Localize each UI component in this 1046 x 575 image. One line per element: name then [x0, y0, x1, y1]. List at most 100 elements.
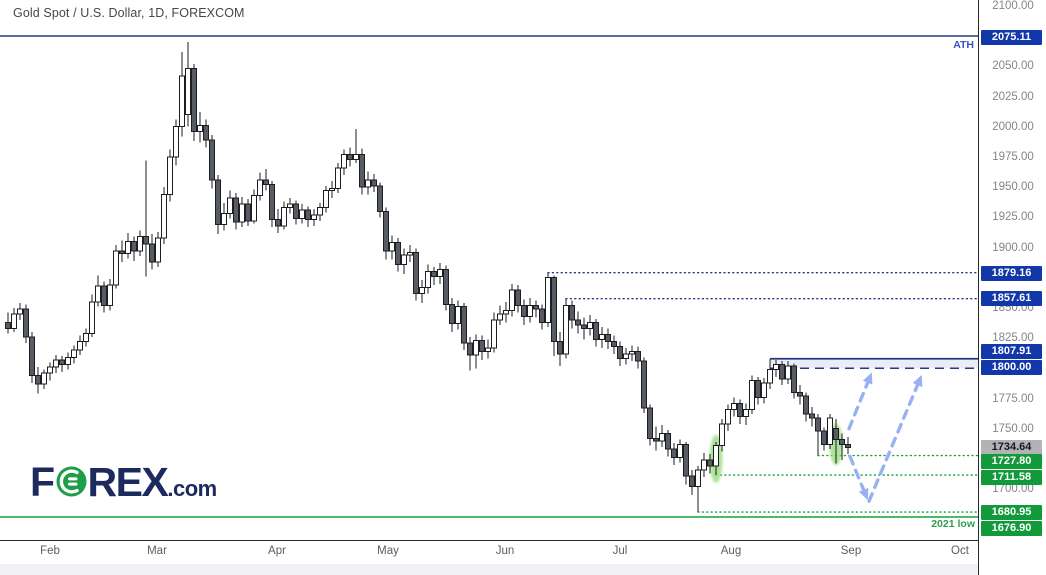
candle [665, 429, 671, 457]
candle-body [443, 268, 449, 305]
candle-body [569, 304, 575, 321]
candle-body [185, 68, 191, 116]
candle-body [659, 433, 665, 442]
month-label-may: May [377, 545, 399, 557]
candle [203, 119, 209, 148]
candle [329, 181, 335, 198]
candle [167, 149, 173, 202]
candle [629, 345, 635, 362]
candle [347, 147, 353, 167]
candle-body [257, 179, 263, 197]
candle [197, 112, 203, 143]
candle-body [833, 428, 839, 441]
candle [101, 281, 107, 313]
candle-body [497, 313, 503, 321]
candle-body [449, 303, 455, 325]
candle-body [515, 289, 521, 306]
candle [311, 208, 317, 226]
candle [797, 385, 803, 405]
candle-body [203, 125, 209, 141]
candle-body [59, 359, 65, 366]
candle [131, 236, 137, 261]
candle-body [365, 179, 371, 188]
candle-body [563, 304, 569, 355]
candle-body [665, 433, 671, 450]
candle-body [611, 341, 617, 348]
candle [809, 406, 815, 427]
candle [611, 335, 617, 354]
candle-body [683, 443, 689, 477]
candle [125, 233, 131, 259]
candle [557, 332, 563, 366]
candle [413, 248, 419, 301]
price-tick-label: 1700.00 [992, 483, 1034, 496]
candle [389, 235, 395, 260]
candle [521, 299, 527, 325]
candle-body [803, 395, 809, 415]
candle [527, 298, 533, 323]
ath-annotation: ATH [953, 39, 974, 51]
candle [623, 347, 629, 365]
candle [335, 162, 341, 194]
candle-body [491, 319, 497, 349]
candle [827, 414, 833, 450]
candle-body [377, 185, 383, 212]
price-axis[interactable]: 2100.00 2050.00 2025.00 2000.00 1975.00 1950.… [978, 0, 1046, 575]
candle-body [293, 203, 299, 220]
candle-body [161, 193, 167, 239]
candle [779, 361, 785, 386]
candle-body [239, 203, 245, 223]
candle [425, 264, 431, 294]
candle [443, 265, 449, 311]
price-badge-green: 1676.90 [981, 521, 1042, 536]
candle-body [821, 430, 827, 445]
projection-arrowhead [862, 372, 873, 385]
candle-body [425, 271, 431, 288]
candle [641, 357, 647, 413]
candle [695, 466, 701, 513]
candle-body [485, 347, 491, 352]
candle-body [383, 210, 389, 252]
chart-canvas[interactable]: Gold Spot / U.S. Dollar, 1D, FOREXCOM AT… [0, 0, 979, 540]
candle-body [233, 197, 239, 223]
candles-group [5, 42, 851, 513]
candle-body [275, 219, 281, 227]
candle [185, 42, 191, 127]
candle-body [629, 350, 635, 355]
candle-body [431, 271, 437, 278]
candle [317, 202, 323, 221]
candle [29, 332, 35, 383]
price-tick-label: 2000.00 [992, 120, 1034, 133]
candle [149, 234, 155, 270]
candle-body [731, 402, 737, 410]
candle-body [347, 154, 353, 160]
candle [467, 336, 473, 371]
candle [401, 248, 407, 275]
candle [305, 206, 311, 227]
candle-body [173, 126, 179, 158]
candle [173, 119, 179, 166]
time-axis[interactable]: Feb Mar Apr May Jun Jul Aug Sep Oct [0, 540, 978, 564]
candlestick-chart [0, 35, 979, 518]
price-badge-blue: 1879.16 [981, 265, 1042, 281]
projection-arrow [848, 454, 866, 492]
candle-body [509, 289, 515, 311]
candle [209, 135, 215, 189]
candle-body [11, 313, 17, 329]
candle-body [557, 341, 563, 355]
candle [509, 283, 515, 317]
month-label-sep: Sep [840, 545, 862, 557]
candle [35, 367, 41, 394]
candle-body [113, 250, 119, 286]
candle [365, 171, 371, 195]
candle-body [149, 243, 155, 263]
candle [341, 149, 347, 176]
candle-body [197, 125, 203, 133]
candle-body [107, 284, 113, 306]
price-tick-label: 1900.00 [992, 241, 1034, 254]
candle-body [419, 286, 425, 294]
candle-body [749, 379, 755, 410]
candle [821, 427, 827, 451]
candle-body [215, 179, 221, 226]
candle [677, 439, 683, 463]
